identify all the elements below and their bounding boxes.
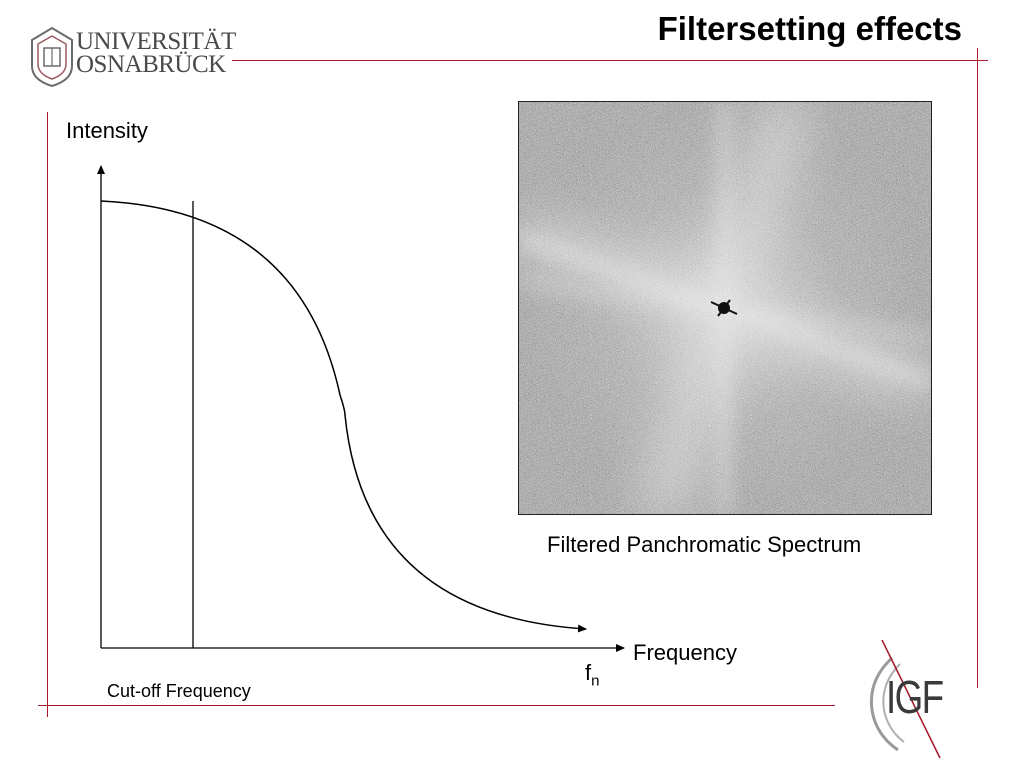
- slide-title: Filtersetting effects: [657, 10, 962, 47]
- igf-logo-icon: [869, 639, 941, 759]
- footer-rule: [38, 705, 835, 706]
- spectrum-caption: Filtered Panchromatic Spectrum: [547, 532, 862, 557]
- cutoff-frequency-label: Cut-off Frequency: [107, 681, 251, 701]
- university-logo: UNIVERSITÄT OSNABRÜCK: [28, 26, 236, 92]
- fn-label: fn: [585, 660, 599, 689]
- panchromatic-spectrum-image: [518, 101, 932, 515]
- igf-logo-text: IGF: [886, 671, 944, 723]
- university-seal-icon: [31, 26, 73, 88]
- y-axis-label: Intensity: [66, 118, 148, 143]
- igf-logo: IGF: [862, 639, 954, 760]
- university-name-line1: UNIVERSITÄT: [76, 28, 236, 55]
- header-rule: [232, 60, 988, 61]
- fn-label-subscript: n: [591, 672, 600, 690]
- fn-label-base: f: [585, 660, 592, 685]
- right-vertical-rule: [977, 48, 978, 688]
- left-vertical-rule: [47, 112, 48, 717]
- x-axis-label: Frequency: [633, 640, 737, 665]
- filter-response-curve: [100, 200, 587, 633]
- university-name-line2: OSNABRÜCK: [76, 51, 226, 78]
